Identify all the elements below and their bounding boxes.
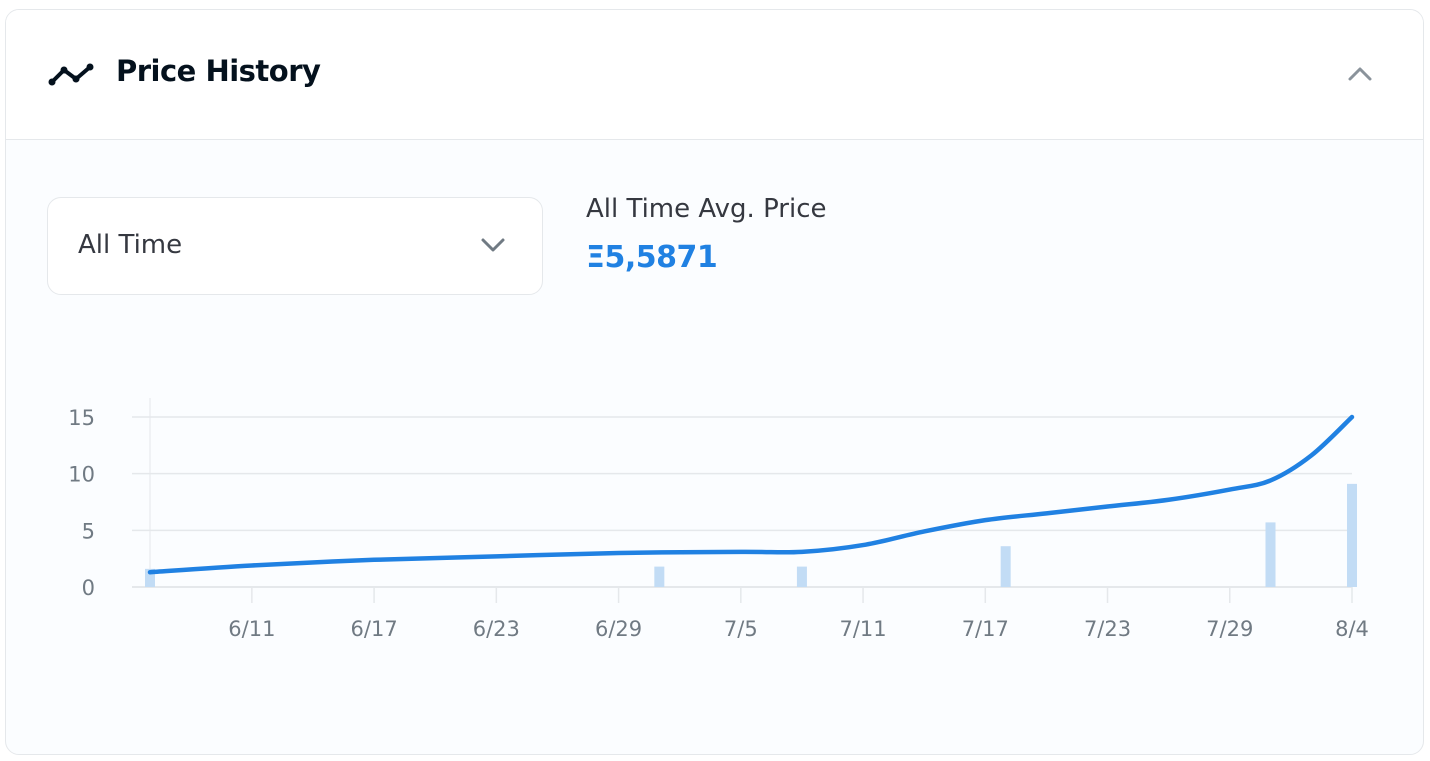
x-tick-label: 7/29 xyxy=(1206,617,1253,641)
line-chart-icon xyxy=(48,63,94,86)
y-tick-label: 5 xyxy=(82,519,95,543)
x-tick-label: 6/17 xyxy=(351,617,398,641)
volume-bar xyxy=(1347,483,1357,587)
y-tick-label: 10 xyxy=(68,463,95,487)
panel-header[interactable]: Price History xyxy=(6,10,1423,140)
x-tick-label: 7/17 xyxy=(962,617,1009,641)
volume-bar xyxy=(1265,522,1276,587)
panel-title: Price History xyxy=(116,54,321,88)
chevron-up-icon[interactable] xyxy=(1347,64,1373,82)
price-history-panel: Price History All Time All Time Avg. Pri… xyxy=(5,9,1424,755)
time-range-value: All Time xyxy=(78,230,183,260)
x-tick-label: 6/11 xyxy=(228,617,275,641)
x-tick-label: 7/5 xyxy=(724,617,758,641)
time-range-select[interactable]: All Time xyxy=(47,197,543,295)
x-tick-label: 6/29 xyxy=(595,617,642,641)
price-line xyxy=(147,414,1355,575)
avg-price-value: Ξ5,5871 xyxy=(586,240,718,275)
x-tick-label: 7/23 xyxy=(1084,617,1131,641)
avg-price-label: All Time Avg. Price xyxy=(586,194,827,224)
volume-bar xyxy=(654,566,665,587)
y-tick-label: 15 xyxy=(68,406,95,430)
volume-bar xyxy=(1000,546,1011,587)
volume-bar xyxy=(796,566,807,587)
chevron-down-icon xyxy=(481,238,505,252)
volume-bar xyxy=(145,568,155,587)
x-tick-label: 7/11 xyxy=(839,617,886,641)
x-tick-label: 8/4 xyxy=(1335,617,1369,641)
x-tick-label: 6/23 xyxy=(473,617,520,641)
y-tick-label: 0 xyxy=(82,576,95,600)
